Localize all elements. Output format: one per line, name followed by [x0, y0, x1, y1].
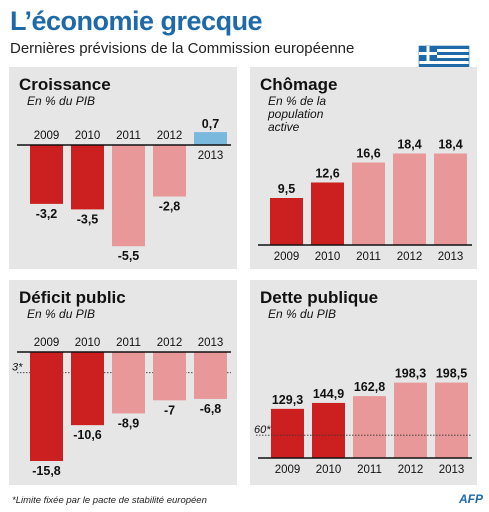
year-tick-label: 2009: [34, 337, 60, 349]
chart-deficit: 3* 2009 -15,8 2010 -10,6 2011 -8,9 2012 -7 2013 -6…: [12, 337, 231, 478]
bar: [153, 145, 186, 197]
value-label: -15,8: [32, 464, 61, 478]
panel-croissance: Croissance En % du PIB 2009 -3,2 2010 -3,5 2…: [9, 67, 237, 269]
year-tick-label: 2013: [439, 464, 465, 476]
year-tick-label: 2009: [275, 464, 301, 476]
value-label: -8,9: [118, 416, 140, 430]
year-tick-label: 2012: [157, 130, 183, 142]
panel-unit: En % du PIB: [27, 307, 96, 321]
value-label: 18,4: [397, 138, 421, 152]
page-title: L’économie grecque: [10, 6, 263, 36]
panel-dette: Dette publique En % du PIB 2009 129,3 2010…: [250, 280, 477, 485]
year-tick-label: 2010: [315, 251, 341, 263]
panel-chomage: Chômage En % de la population active 200…: [250, 67, 477, 269]
year-tick-label: 2010: [75, 130, 101, 142]
bar: [71, 145, 104, 210]
bar: [153, 352, 186, 401]
year-tick-label: 2009: [34, 130, 60, 142]
year-tick-label: 2012: [398, 464, 424, 476]
panel-title: Dette publique: [260, 288, 379, 307]
year-tick-label: 2011: [356, 251, 381, 263]
value-label: 198,5: [436, 367, 467, 381]
reference-label: 60*: [254, 424, 271, 436]
panel-unit: En % du PIB: [268, 307, 337, 321]
bar: [311, 182, 344, 245]
year-tick-label: 2013: [198, 337, 224, 349]
year-tick-label: 2012: [157, 337, 183, 349]
chart-dette: 2009 129,3 2010 144,9 2011 162,8 2012 198,3 2013…: [254, 367, 472, 476]
value-label: 198,3: [395, 367, 426, 381]
value-label: -2,8: [159, 200, 181, 214]
year-tick-label: 2011: [116, 337, 141, 349]
year-tick-label: 2010: [316, 464, 342, 476]
bar: [270, 198, 303, 245]
year-tick-label: 2013: [198, 150, 224, 162]
bar: [112, 352, 145, 414]
chart-croissance: 2009 -3,2 2010 -3,5 2011 -5,5 2012 -2,8 2013 0,7: [17, 117, 231, 263]
bar: [353, 396, 386, 458]
panel-deficit: Déficit public En % du PIB 3* 2009 -15,8 20…: [9, 280, 237, 485]
value-label: 9,5: [278, 182, 295, 196]
value-label: -3,2: [36, 207, 58, 221]
year-tick-label: 2011: [116, 130, 141, 142]
bar: [352, 162, 385, 245]
chart-chomage: 2009 9,5 2010 12,6 2011 16,6 2012 18,4 2013 18,4: [258, 138, 472, 263]
panel-title: Chômage: [260, 75, 338, 94]
bar: [112, 145, 145, 247]
year-tick-label: 2011: [357, 464, 382, 476]
page-subtitle: Dernières prévisions de la Commission eu…: [10, 40, 355, 57]
value-label: 18,4: [438, 138, 462, 152]
source-logo: AFP: [459, 492, 483, 506]
value-label: -10,6: [73, 428, 102, 442]
bar: [71, 352, 104, 426]
value-label: 16,6: [356, 147, 380, 161]
bar: [30, 145, 63, 204]
value-label: -3,5: [77, 212, 99, 226]
bar: [434, 153, 467, 245]
year-tick-label: 2010: [75, 337, 101, 349]
value-label: -6,8: [200, 402, 222, 416]
bar: [394, 382, 427, 458]
panel-title: Déficit public: [19, 288, 126, 307]
bar: [194, 352, 227, 399]
value-label: -5,5: [118, 249, 140, 263]
value-label: 12,6: [315, 167, 339, 181]
year-tick-label: 2013: [438, 251, 464, 263]
bar: [271, 408, 304, 458]
reference-label: 3*: [12, 362, 23, 374]
bar: [393, 153, 426, 245]
year-tick-label: 2009: [274, 251, 300, 263]
value-label: 162,8: [354, 380, 385, 394]
panel-unit: En % de la population active: [268, 94, 327, 134]
value-label: 0,7: [202, 117, 219, 131]
year-tick-label: 2012: [397, 251, 423, 263]
bar: [194, 132, 227, 145]
footnote: *Limite fixée par le pacte de stabilité …: [12, 495, 207, 506]
value-label: 129,3: [272, 393, 303, 407]
bar: [30, 352, 63, 462]
value-label: 144,9: [313, 387, 344, 401]
bar: [435, 382, 468, 458]
bar: [312, 402, 345, 458]
panel-unit: En % du PIB: [27, 94, 96, 108]
value-label: -7: [164, 403, 175, 417]
panel-title: Croissance: [19, 75, 111, 94]
